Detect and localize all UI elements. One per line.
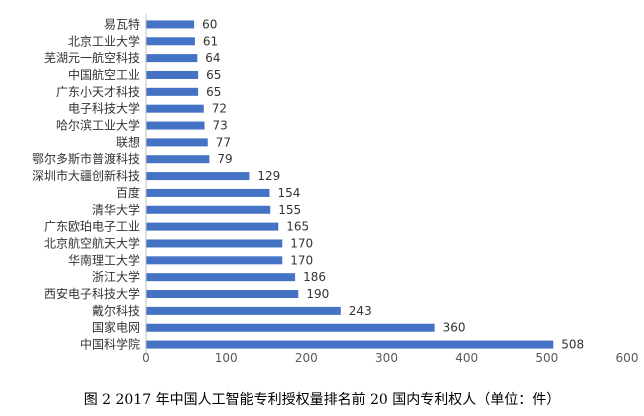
category-label: 中国航空工业 (68, 67, 140, 82)
bar (146, 205, 271, 214)
category-label: 清华大学 (92, 202, 140, 217)
bar (146, 37, 195, 46)
value-label: 154 (277, 186, 300, 200)
value-label: 65 (206, 85, 221, 99)
category-label: 西安电子科技大学 (44, 286, 140, 301)
value-label: 77 (216, 135, 231, 149)
category-label: 广东欧珀电子工业 (44, 220, 140, 234)
category-labels: 易瓦特北京工业大学芜湖元一航空科技中国航空工业广东小天才科技电子科技大学哈尔滨工… (32, 16, 140, 351)
value-label: 186 (303, 270, 326, 284)
category-label: 芜湖元一航空科技 (44, 50, 140, 65)
value-label: 360 (443, 321, 466, 335)
x-tick-label: 600 (616, 351, 639, 365)
value-label: 155 (278, 203, 301, 217)
category-label: 北京工业大学 (68, 33, 140, 48)
category-label: 中国科学院 (80, 337, 140, 352)
figure-caption: 图 2 2017 年中国人工智能专利授权量排名前 20 国内专利权人（单位：件） (83, 392, 561, 408)
x-tick-label: 200 (295, 351, 318, 365)
category-label: 浙江大学 (92, 269, 140, 284)
bar (146, 188, 270, 197)
bar (146, 239, 283, 248)
value-label: 243 (349, 304, 372, 318)
bars-group (146, 20, 554, 349)
x-tick-label: 300 (375, 351, 398, 365)
x-tick-label: 0 (142, 351, 150, 365)
bar (146, 155, 210, 164)
x-tick-label: 500 (535, 351, 558, 365)
bar (146, 70, 199, 79)
value-label: 65 (206, 68, 221, 82)
bar (146, 222, 279, 231)
value-label: 170 (290, 236, 313, 250)
value-label: 129 (257, 169, 280, 183)
value-label: 61 (203, 34, 218, 48)
category-label: 联想 (116, 134, 140, 149)
x-tick-label: 100 (215, 351, 238, 365)
value-labels: 60 61 64 65 65 72 73 77 79 129 154 155 165 170 170 186 1… (202, 17, 584, 351)
bar (146, 54, 198, 63)
value-label: 64 (205, 51, 220, 65)
category-label: 百度 (116, 185, 140, 200)
category-label: 哈尔滨工业大学 (56, 118, 140, 133)
category-label: 广东小天才科技 (56, 85, 140, 99)
value-label: 190 (306, 287, 329, 301)
value-label: 165 (286, 220, 309, 234)
bar (146, 172, 250, 181)
bar (146, 273, 296, 282)
bar (146, 306, 341, 315)
value-label: 73 (213, 119, 228, 133)
category-label: 深圳市大疆创新科技 (32, 168, 140, 183)
value-label: 60 (202, 17, 217, 31)
category-label: 鄂尔多斯市普渡科技 (32, 151, 140, 166)
bar (146, 290, 299, 299)
category-label: 戴尔科技 (92, 303, 140, 318)
category-label: 华南理工大学 (68, 252, 140, 267)
category-label: 国家电网 (92, 320, 140, 335)
category-label: 电子科技大学 (68, 101, 140, 116)
value-label: 72 (212, 102, 227, 116)
bar (146, 20, 195, 29)
bar (146, 121, 205, 130)
value-label: 170 (290, 253, 313, 267)
bar (146, 138, 208, 147)
category-label: 北京航空航天大学 (44, 235, 140, 250)
x-axis-ticks: 0 100 200 300 400 500 600 (142, 351, 638, 365)
category-label: 易瓦特 (104, 16, 140, 31)
value-label: 508 (561, 338, 584, 352)
bar (146, 323, 435, 332)
value-label: 79 (217, 152, 232, 166)
bar (146, 87, 199, 96)
x-tick-label: 400 (455, 351, 478, 365)
bar (146, 256, 283, 265)
bar (146, 104, 204, 113)
bar (146, 340, 554, 349)
